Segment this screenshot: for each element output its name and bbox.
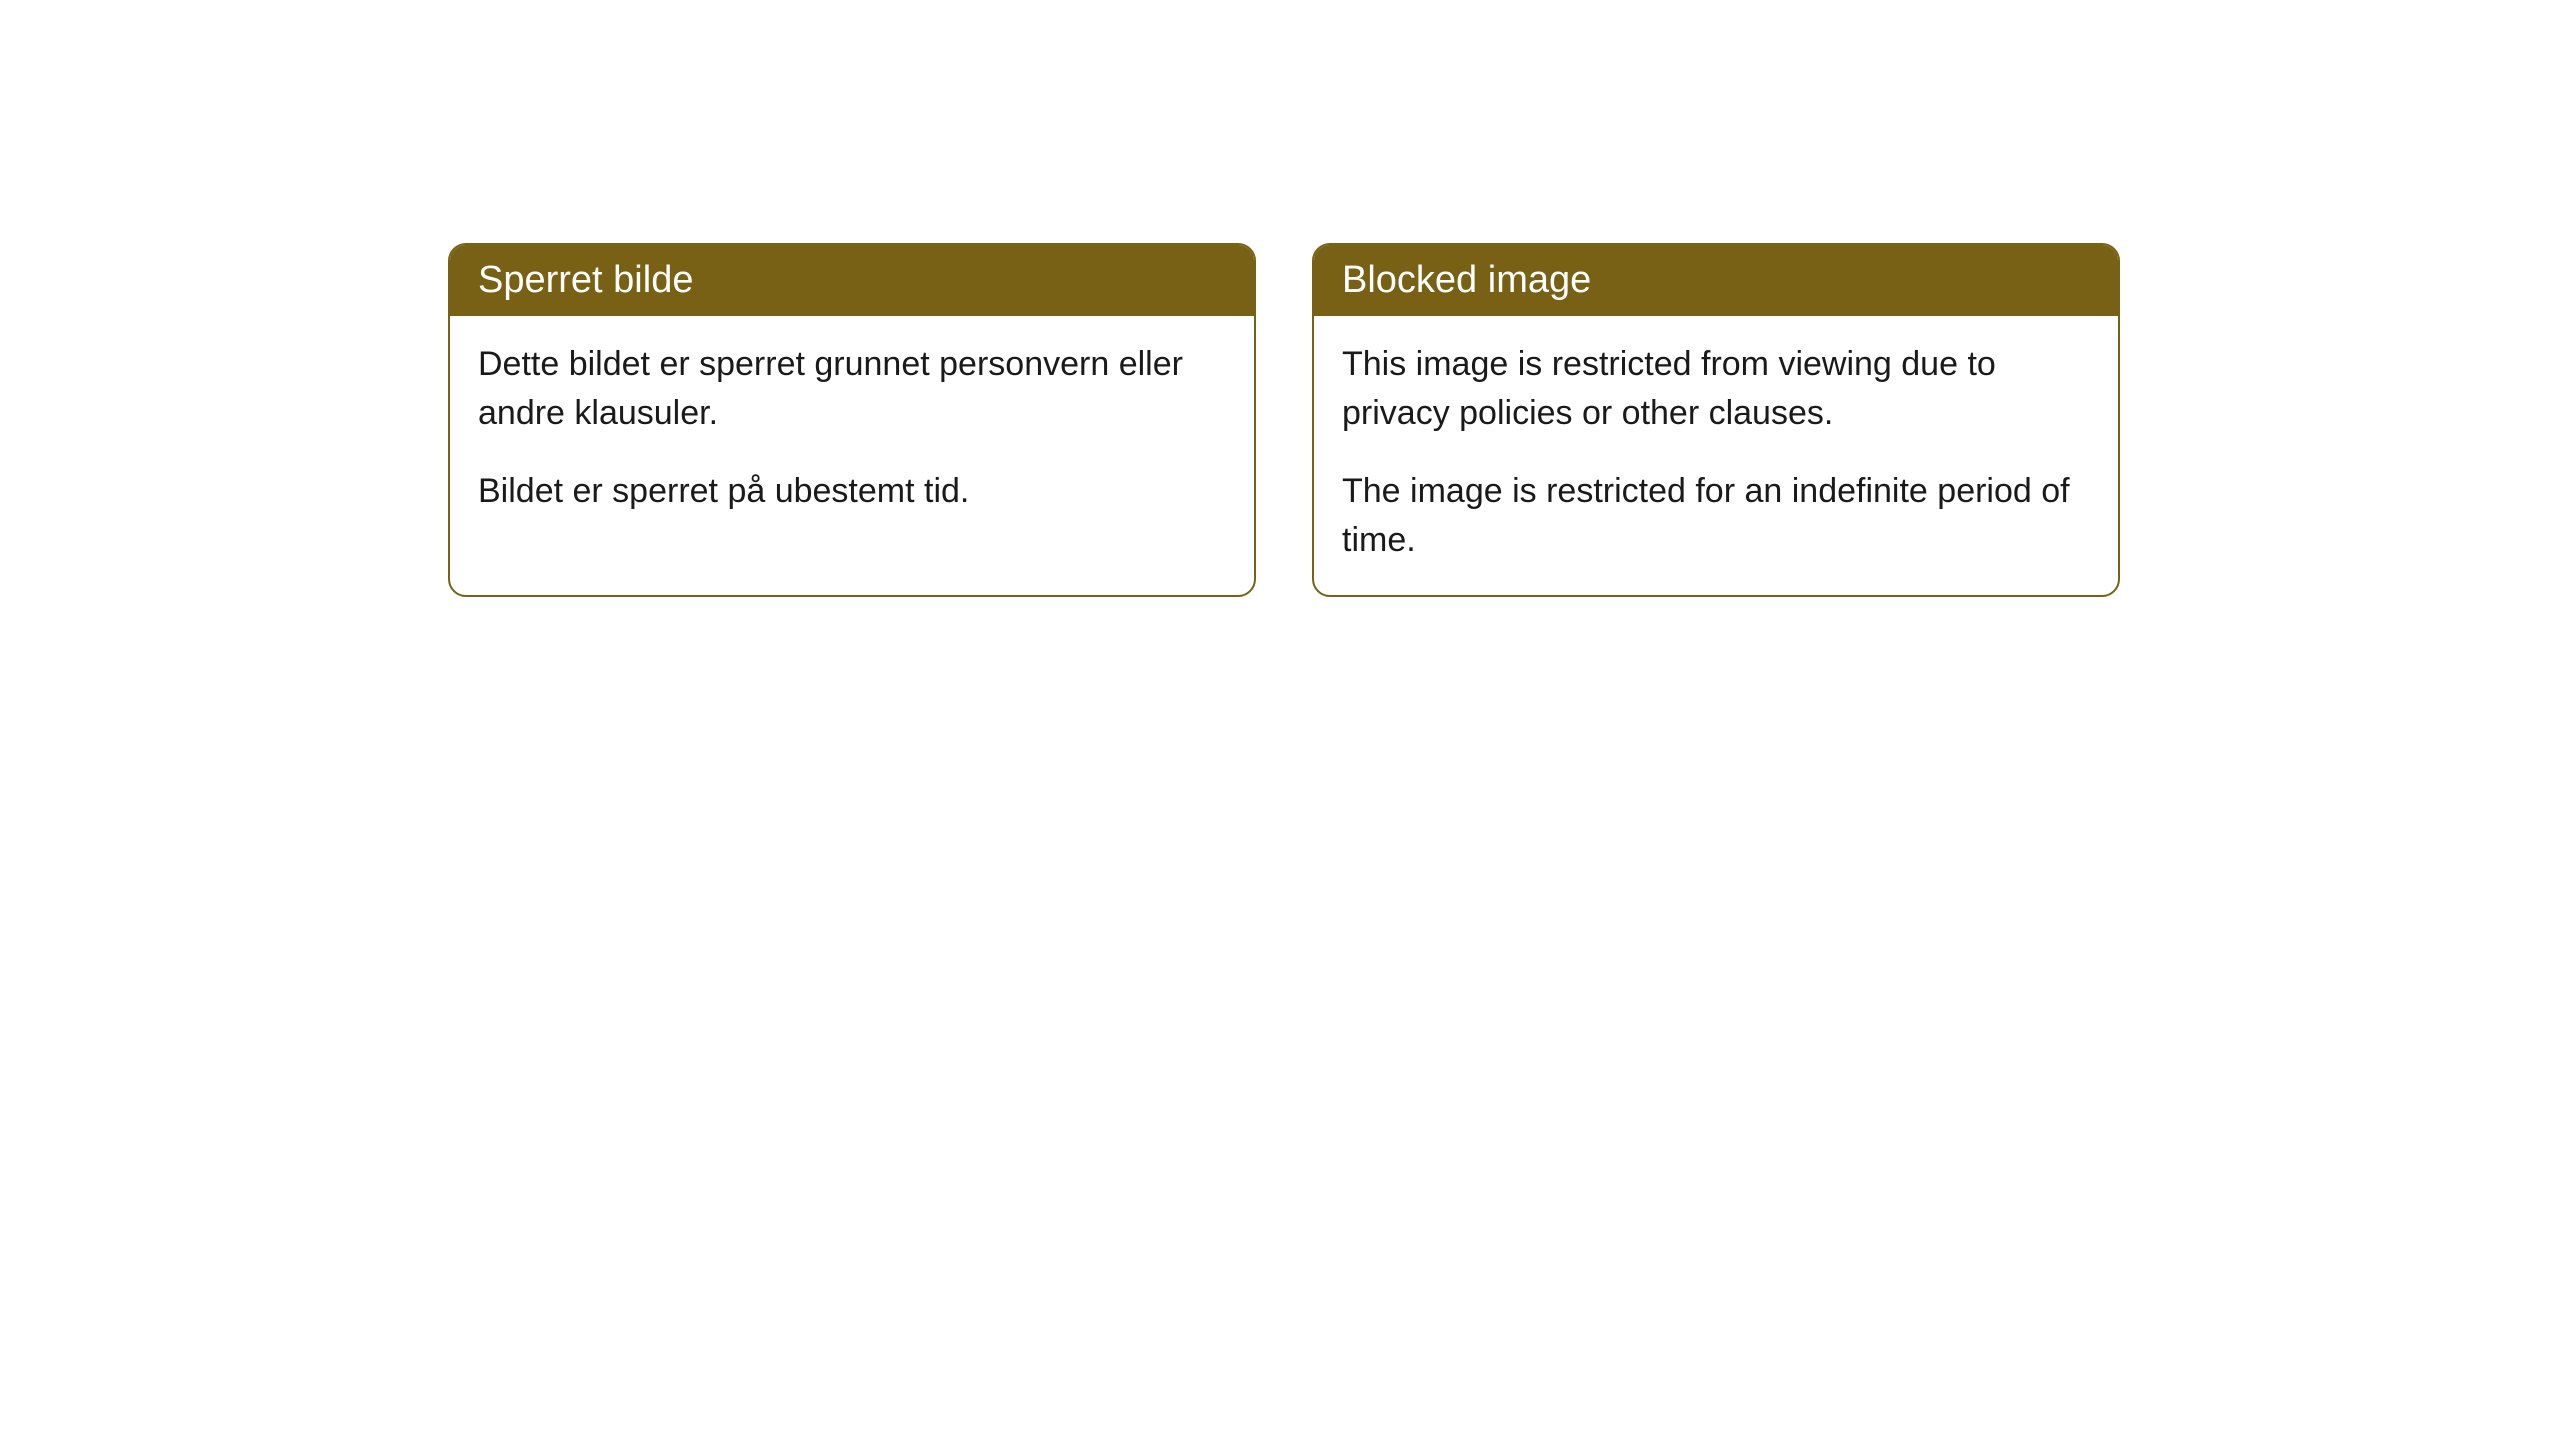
notice-cards-container: Sperret bilde Dette bildet er sperret gr… bbox=[448, 243, 2120, 597]
card-paragraph: This image is restricted from viewing du… bbox=[1342, 340, 2090, 439]
card-header: Blocked image bbox=[1314, 245, 2118, 316]
card-title: Sperret bilde bbox=[478, 259, 693, 301]
card-paragraph: Dette bildet er sperret grunnet personve… bbox=[478, 340, 1226, 439]
card-title: Blocked image bbox=[1342, 259, 1591, 301]
notice-card-english: Blocked image This image is restricted f… bbox=[1312, 243, 2120, 597]
card-body: Dette bildet er sperret grunnet personve… bbox=[450, 316, 1254, 546]
notice-card-norwegian: Sperret bilde Dette bildet er sperret gr… bbox=[448, 243, 1256, 597]
card-paragraph: The image is restricted for an indefinit… bbox=[1342, 467, 2090, 566]
card-paragraph: Bildet er sperret på ubestemt tid. bbox=[478, 467, 1226, 516]
card-header: Sperret bilde bbox=[450, 245, 1254, 316]
card-body: This image is restricted from viewing du… bbox=[1314, 316, 2118, 595]
